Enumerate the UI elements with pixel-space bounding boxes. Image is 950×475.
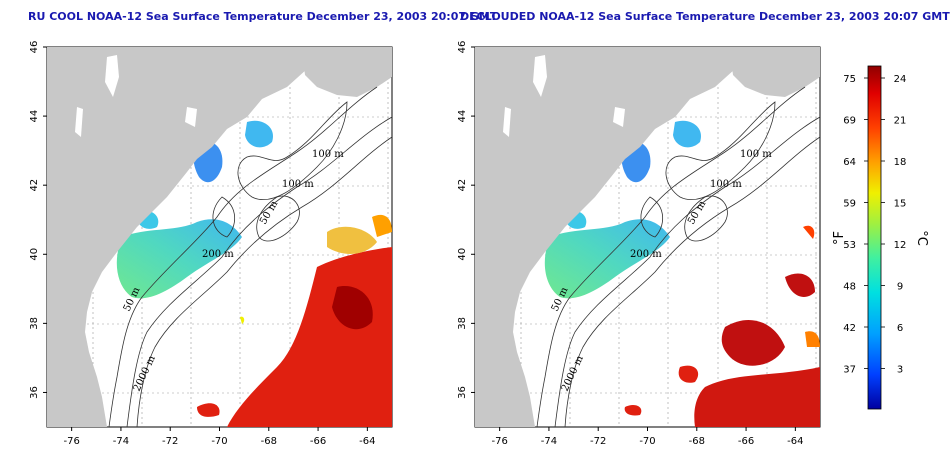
left-lon-tick-label: -76 bbox=[63, 436, 79, 447]
left-map: 100 m 100 m 50 m 200 m 50 m 2000 m bbox=[46, 46, 393, 428]
right-lon-tick-label: -66 bbox=[738, 436, 754, 447]
left-cloud-patch bbox=[327, 226, 377, 254]
right-lon-tick-label: -72 bbox=[590, 436, 606, 447]
colorbar-c-label: 6 bbox=[897, 323, 903, 334]
colorbar-gradient bbox=[867, 65, 882, 410]
colorbar-unit-celsius: °C bbox=[914, 230, 929, 246]
right-lon-tick-label: -64 bbox=[787, 436, 803, 447]
colorbar-f-label: 75 bbox=[843, 74, 856, 85]
right-lat-tick-label: 46 bbox=[457, 41, 468, 54]
colorbar-f-label: 53 bbox=[843, 240, 856, 251]
colorbar-f-label: 48 bbox=[843, 282, 856, 293]
colorbar-c-label: 12 bbox=[894, 240, 907, 251]
colorbar-c-label: 24 bbox=[894, 74, 907, 85]
right-lat-tick-label: 40 bbox=[457, 248, 468, 261]
left-lat-tick-label: 46 bbox=[29, 41, 40, 54]
colorbar-c-label: 3 bbox=[897, 365, 903, 376]
left-warm-core bbox=[332, 286, 373, 330]
colorbar-c-label: 15 bbox=[894, 199, 907, 210]
colorbar-f-label: 64 bbox=[843, 157, 856, 168]
left-lat-tick-label: 36 bbox=[29, 386, 40, 399]
left-map-title: RU COOL NOAA-12 Sea Surface Temperature … bbox=[28, 10, 498, 23]
right-warm-patch-b bbox=[694, 367, 820, 427]
right-lat-tick-label: 42 bbox=[457, 179, 468, 192]
left-contour-label-100m-a: 100 m bbox=[312, 149, 344, 160]
left-lat-tick-label: 40 bbox=[29, 248, 40, 261]
right-lon-tick-label: -76 bbox=[491, 436, 507, 447]
colorbar-c-label: 9 bbox=[897, 282, 903, 293]
colorbar: 75 69 64 59 53 48 42 37 24 21 18 15 12 9 6 3 °F °C bbox=[832, 65, 929, 410]
right-lon-tick-label: -74 bbox=[541, 436, 557, 447]
colorbar-celsius-ticks: 24 21 18 15 12 9 6 3 bbox=[881, 74, 906, 376]
right-lat-tick-label: 44 bbox=[457, 110, 468, 123]
right-map-title: DECLOUDED NOAA-12 Sea Surface Temperatur… bbox=[460, 10, 950, 23]
left-lat-tick-label: 38 bbox=[29, 317, 40, 330]
left-contour-label-200m: 200 m bbox=[202, 249, 234, 260]
left-lat-tick-label: 44 bbox=[29, 110, 40, 123]
right-lat-tick-label: 38 bbox=[457, 317, 468, 330]
colorbar-f-label: 59 bbox=[843, 199, 856, 210]
left-lat-tick-label: 42 bbox=[29, 179, 40, 192]
left-lon-tick-label: -68 bbox=[261, 436, 277, 447]
right-contour-label-200m: 200 m bbox=[630, 249, 662, 260]
left-lon-tick-label: -70 bbox=[211, 436, 227, 447]
colorbar-fahrenheit-ticks: 75 69 64 59 53 48 42 37 bbox=[843, 74, 868, 376]
left-lon-tick-label: -74 bbox=[113, 436, 129, 447]
map-axes: -76 -74 -72 -70 -68 -66 -64 36 38 40 42 44 46 -76 -74 -… bbox=[29, 41, 804, 447]
colorbar-f-label: 42 bbox=[843, 323, 856, 334]
left-lon-tick-label: -72 bbox=[162, 436, 178, 447]
colorbar-c-label: 18 bbox=[894, 157, 907, 168]
left-lon-tick-label: -64 bbox=[359, 436, 375, 447]
colorbar-unit-fahrenheit: °F bbox=[832, 231, 847, 245]
right-contour-label-100m-b: 100 m bbox=[710, 179, 742, 190]
right-map: 100 m 100 m 50 m 200 m 50 m 2000 m bbox=[474, 46, 821, 428]
right-lon-tick-label: -68 bbox=[689, 436, 705, 447]
right-contour-label-100m-a: 100 m bbox=[740, 149, 772, 160]
left-contour-label-100m-b: 100 m bbox=[282, 179, 314, 190]
left-lon-tick-label: -66 bbox=[310, 436, 326, 447]
right-warm-patch-a bbox=[721, 319, 785, 366]
colorbar-f-label: 37 bbox=[843, 365, 856, 376]
colorbar-f-label: 69 bbox=[843, 116, 856, 127]
right-lon-tick-label: -70 bbox=[639, 436, 655, 447]
right-lat-tick-label: 36 bbox=[457, 386, 468, 399]
colorbar-c-label: 21 bbox=[894, 116, 907, 127]
